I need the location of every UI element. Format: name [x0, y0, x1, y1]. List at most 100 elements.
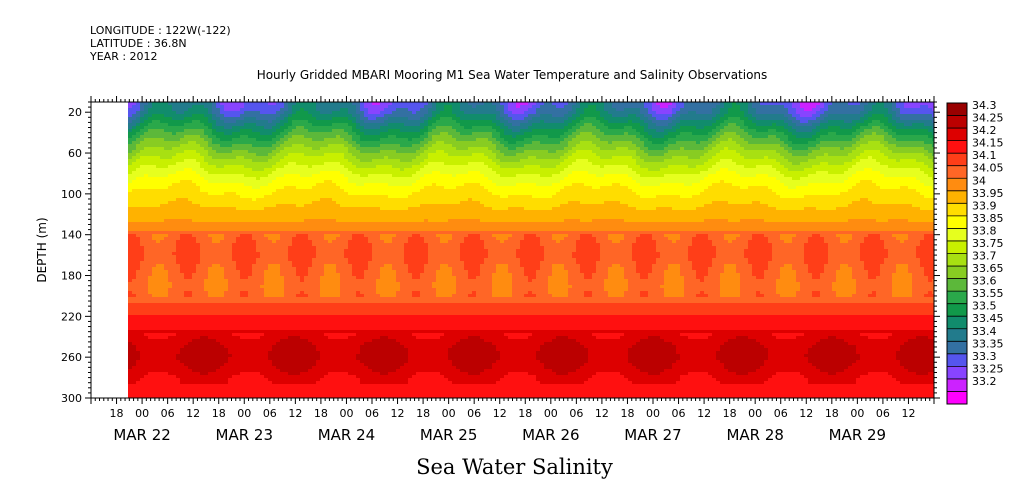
- contour-cell: [140, 162, 144, 165]
- contour-cell: [152, 183, 156, 186]
- contour-cell: [208, 255, 212, 258]
- contour-cell: [172, 168, 176, 171]
- contour-cell: [136, 363, 140, 366]
- contour-cell: [256, 144, 260, 147]
- contour-cell: [252, 114, 256, 117]
- contour-cell: [224, 282, 228, 285]
- contour-cell: [304, 255, 308, 258]
- contour-cell: [196, 351, 200, 354]
- contour-cell: [292, 186, 296, 189]
- contour-cell: [132, 150, 136, 153]
- contour-cell: [248, 228, 252, 231]
- contour-cell: [216, 171, 220, 174]
- contour-cell: [244, 132, 248, 135]
- contour-cell: [292, 267, 296, 270]
- contour-cell: [204, 243, 208, 246]
- contour-cell: [136, 105, 140, 108]
- contour-cell: [320, 339, 324, 342]
- contour-cell: [220, 180, 224, 183]
- contour-cell: [252, 129, 256, 132]
- contour-cell: [260, 171, 264, 174]
- contour-cell: [136, 393, 140, 396]
- contour-cell: [276, 336, 280, 339]
- contour-cell: [236, 210, 240, 213]
- contour-cell: [248, 168, 252, 171]
- contour-cell: [224, 171, 228, 174]
- contour-cell: [204, 201, 208, 204]
- contour-cell: [324, 258, 328, 261]
- contour-cell: [208, 300, 212, 303]
- contour-cell: [200, 255, 204, 258]
- contour-cell: [152, 255, 156, 258]
- contour-cell: [168, 219, 172, 222]
- contour-cell: [268, 129, 272, 132]
- contour-cell: [244, 177, 248, 180]
- contour-cell: [292, 117, 296, 120]
- contour-cell: [160, 297, 164, 300]
- contour-cell: [272, 210, 276, 213]
- contour-cell: [152, 114, 156, 117]
- contour-cell: [132, 132, 136, 135]
- contour-cell: [252, 306, 256, 309]
- contour-cell: [172, 339, 176, 342]
- contour-cell: [172, 108, 176, 111]
- contour-cell: [168, 333, 172, 336]
- contour-cell: [216, 246, 220, 249]
- contour-cell: [144, 168, 148, 171]
- contour-cell: [184, 273, 188, 276]
- contour-cell: [320, 213, 324, 216]
- contour-cell: [128, 132, 132, 135]
- contour-cell: [152, 102, 156, 105]
- contour-cell: [212, 243, 216, 246]
- contour-cell: [260, 189, 264, 192]
- contour-cell: [208, 180, 212, 183]
- contour-cell: [248, 270, 252, 273]
- contour-cell: [308, 333, 312, 336]
- contour-cell: [180, 303, 184, 306]
- contour-cell: [144, 141, 148, 144]
- contour-cell: [144, 261, 148, 264]
- contour-cell: [320, 258, 324, 261]
- contour-cell: [164, 165, 168, 168]
- contour-cell: [316, 132, 320, 135]
- contour-cell: [256, 258, 260, 261]
- contour-cell: [176, 354, 180, 357]
- contour-cell: [140, 213, 144, 216]
- contour-cell: [208, 309, 212, 312]
- contour-cell: [172, 318, 176, 321]
- contour-cell: [236, 129, 240, 132]
- contour-cell: [188, 240, 192, 243]
- contour-cell: [188, 189, 192, 192]
- contour-cell: [320, 123, 324, 126]
- contour-cell: [324, 369, 328, 372]
- contour-cell: [184, 183, 188, 186]
- contour-cell: [308, 357, 312, 360]
- contour-cell: [148, 102, 152, 105]
- contour-cell: [260, 384, 264, 387]
- contour-cell: [300, 309, 304, 312]
- contour-cell: [276, 135, 280, 138]
- contour-cell: [164, 234, 168, 237]
- contour-cell: [192, 192, 196, 195]
- contour-cell: [172, 375, 176, 378]
- contour-cell: [152, 327, 156, 330]
- contour-cell: [224, 372, 228, 375]
- contour-cell: [268, 108, 272, 111]
- contour-cell: [152, 132, 156, 135]
- contour-cell: [260, 354, 264, 357]
- contour-cell: [168, 270, 172, 273]
- contour-cell: [232, 336, 236, 339]
- contour-cell: [168, 390, 172, 393]
- contour-cell: [280, 267, 284, 270]
- contour-cell: [160, 288, 164, 291]
- contour-cell: [248, 264, 252, 267]
- contour-cell: [212, 252, 216, 255]
- contour-cell: [300, 390, 304, 393]
- contour-cell: [132, 255, 136, 258]
- contour-cell: [188, 366, 192, 369]
- contour-cell: [184, 243, 188, 246]
- contour-cell: [132, 276, 136, 279]
- contour-cell: [196, 249, 200, 252]
- contour-cell: [164, 105, 168, 108]
- contour-cell: [236, 252, 240, 255]
